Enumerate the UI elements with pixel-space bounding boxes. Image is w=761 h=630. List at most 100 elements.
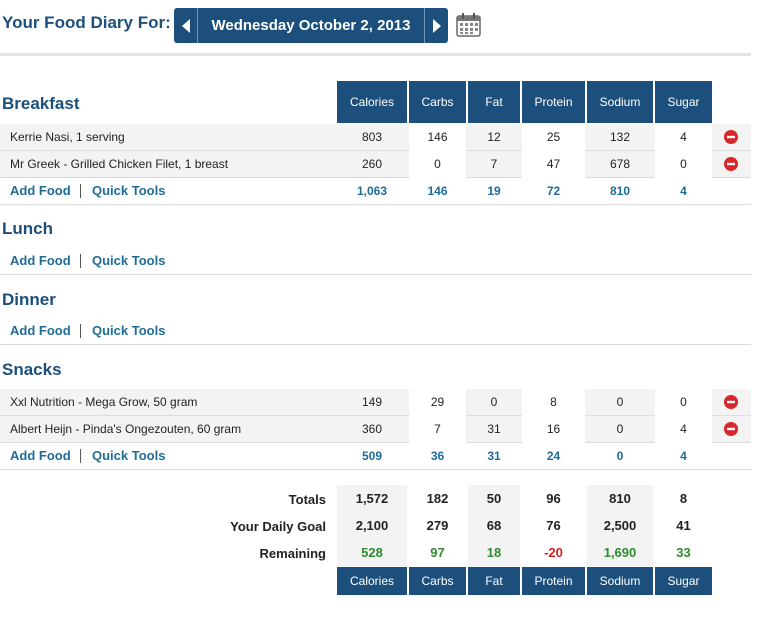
cell-carbs: 29 (409, 389, 466, 416)
delete-entry-icon[interactable] (724, 395, 738, 409)
header-divider (0, 53, 751, 56)
goal-carbs: 279 (409, 512, 466, 539)
food-row[interactable]: Albert Heijn - Pinda's Ongezouten, 60 gr… (0, 416, 751, 443)
cell-calories: 803 (361, 130, 383, 144)
cell-protein: 16 (522, 416, 585, 443)
meal-total-sodium: 810 (609, 184, 631, 198)
column-footer-fat: Fat (468, 567, 520, 595)
column-footer-sugar: Sugar (655, 567, 712, 595)
column-header-protein: Protein (522, 81, 585, 123)
quick-tools-link[interactable]: Quick Tools (92, 253, 166, 268)
add-food-link[interactable]: Add Food (10, 253, 71, 268)
meal-total-protein: 72 (546, 184, 561, 198)
goal-protein: 76 (522, 512, 585, 539)
total-carbs: 182 (409, 485, 466, 512)
quick-tools-link[interactable]: Quick Tools (92, 448, 166, 463)
meal-total-protein: 24 (546, 449, 561, 463)
cell-carbs: 7 (409, 416, 466, 443)
cell-carbs: 146 (409, 124, 466, 151)
next-day-button[interactable] (424, 8, 448, 43)
remaining-carbs: 97 (409, 539, 466, 566)
cell-calories: 149 (361, 395, 383, 409)
meal-total-sodium: 0 (616, 449, 624, 463)
cell-sodium: 0 (616, 422, 624, 436)
remaining-protein: -20 (522, 539, 585, 566)
delete-entry-icon[interactable] (724, 130, 738, 144)
cell-sugar: 4 (655, 416, 712, 443)
quick-tools-link[interactable]: Quick Tools (92, 323, 166, 338)
dinner-actions-row: Add Food Quick Tools (0, 318, 751, 345)
delete-entry-icon[interactable] (724, 157, 738, 171)
date-navigator: Wednesday October 2, 2013 (174, 8, 448, 43)
column-header-sodium: Sodium (587, 81, 653, 123)
remaining-fat: 18 (468, 539, 520, 566)
snacks-actions-row: Add Food Quick Tools 509 36 31 24 0 4 (0, 443, 751, 470)
add-food-link[interactable]: Add Food (10, 448, 71, 463)
add-food-link[interactable]: Add Food (10, 183, 71, 198)
column-header-calories: Calories (337, 81, 407, 123)
meal-title-lunch: Lunch (2, 219, 53, 238)
column-footer-carbs: Carbs (409, 567, 466, 595)
food-row[interactable]: Xxl Nutrition - Mega Grow, 50 gram 149 2… (0, 389, 751, 416)
cell-protein: 25 (522, 124, 585, 151)
triangle-right-icon (432, 18, 441, 33)
cell-protein: 47 (522, 151, 585, 178)
current-date: Wednesday October 2, 2013 (198, 8, 424, 43)
cell-fat: 31 (487, 422, 501, 436)
previous-day-button[interactable] (174, 8, 198, 43)
link-separator (80, 184, 81, 198)
meal-title-dinner: Dinner (2, 290, 56, 309)
cell-fat: 7 (490, 157, 498, 171)
food-name[interactable]: Xxl Nutrition - Mega Grow, 50 gram (10, 395, 198, 409)
total-protein: 96 (522, 485, 585, 512)
cell-sodium: 132 (609, 130, 631, 144)
cell-fat: 0 (490, 395, 498, 409)
total-sugar: 8 (655, 485, 712, 512)
remaining-calories: 528 (337, 539, 407, 566)
cell-sodium: 0 (616, 395, 624, 409)
column-footer-calories: Calories (337, 567, 407, 595)
meal-total-carbs: 36 (430, 449, 445, 463)
total-fat: 50 (468, 485, 520, 512)
total-calories: 1,572 (337, 485, 407, 512)
column-header-carbs: Carbs (409, 81, 466, 123)
calendar-icon (456, 13, 481, 37)
delete-entry-icon[interactable] (724, 422, 738, 436)
cell-sugar: 0 (655, 389, 712, 416)
add-food-link[interactable]: Add Food (10, 323, 71, 338)
diary-title: Your Food Diary For: (2, 13, 171, 32)
meal-total-fat: 31 (487, 449, 501, 463)
totals-label: Totals (288, 492, 326, 507)
goal-sodium: 2,500 (587, 512, 653, 539)
food-name[interactable]: Kerrie Nasi, 1 serving (10, 130, 125, 144)
remaining-sugar: 33 (655, 539, 712, 566)
link-separator (80, 254, 81, 268)
meal-title-snacks: Snacks (2, 360, 62, 379)
meal-total-sugar: 4 (680, 184, 687, 198)
column-header-fat: Fat (468, 81, 520, 123)
food-row[interactable]: Kerrie Nasi, 1 serving 803 146 12 25 132… (0, 124, 751, 151)
column-footer-protein: Protein (522, 567, 585, 595)
remaining-label: Remaining (259, 546, 326, 561)
cell-sugar: 4 (655, 124, 712, 151)
cell-carbs: 0 (409, 151, 466, 178)
cell-calories: 360 (361, 422, 383, 436)
goal-fat: 68 (468, 512, 520, 539)
calendar-button[interactable] (456, 12, 481, 37)
food-row[interactable]: Mr Greek - Grilled Chicken Filet, 1 brea… (0, 151, 751, 178)
cell-protein: 8 (522, 389, 585, 416)
cell-calories: 260 (361, 157, 383, 171)
breakfast-actions-row: Add Food Quick Tools 1,063 146 19 72 810… (0, 178, 751, 205)
food-name[interactable]: Albert Heijn - Pinda's Ongezouten, 60 gr… (10, 422, 242, 436)
column-footer-sodium: Sodium (587, 567, 653, 595)
quick-tools-link[interactable]: Quick Tools (92, 183, 166, 198)
cell-sugar: 0 (655, 151, 712, 178)
meal-total-calories: 1,063 (356, 184, 388, 198)
column-header-sugar: Sugar (655, 81, 712, 123)
link-separator (80, 449, 81, 463)
cell-sodium: 678 (609, 157, 631, 171)
triangle-left-icon (181, 18, 190, 33)
meal-total-carbs: 146 (427, 184, 448, 198)
food-name[interactable]: Mr Greek - Grilled Chicken Filet, 1 brea… (10, 157, 229, 171)
meal-title-breakfast: Breakfast (2, 94, 80, 113)
